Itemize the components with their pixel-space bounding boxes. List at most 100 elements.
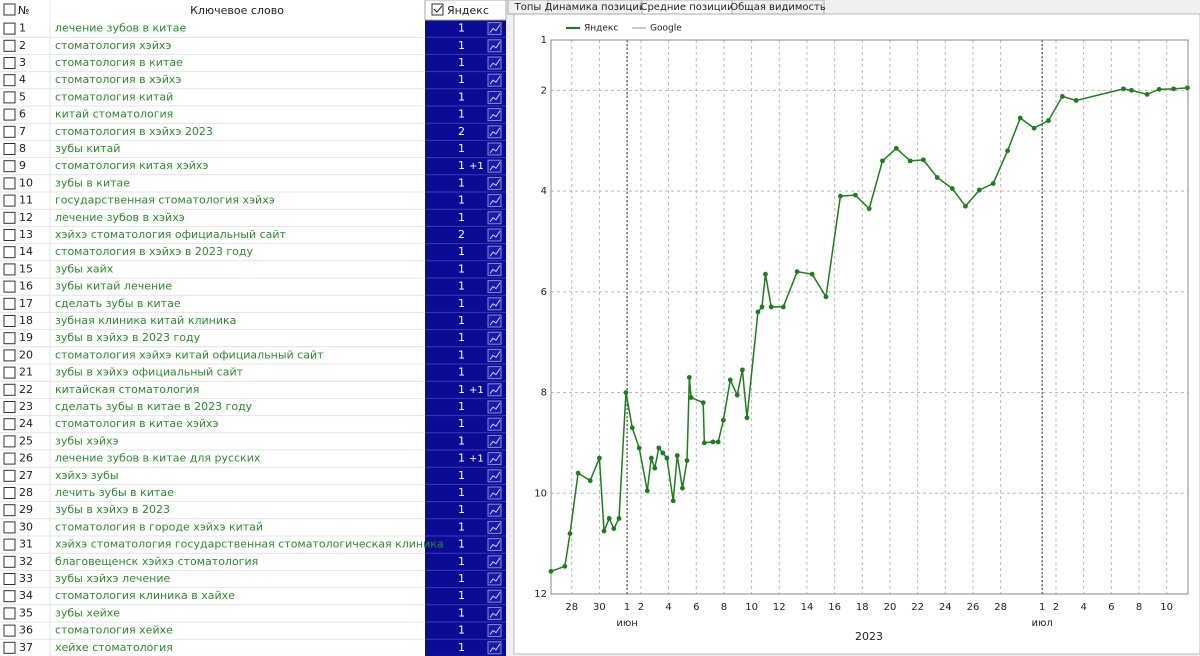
checkbox[interactable]	[3, 211, 16, 224]
checkbox[interactable]	[3, 435, 16, 448]
checkbox[interactable]	[3, 469, 16, 482]
keyword[interactable]: сделать зубы в китае	[55, 297, 181, 310]
chart-icon[interactable]	[487, 228, 502, 242]
chart-icon[interactable]	[487, 314, 502, 328]
chart-icon[interactable]	[487, 572, 502, 586]
chart-icon[interactable]	[487, 280, 502, 294]
checkbox[interactable]	[3, 401, 16, 413]
chart-icon[interactable]	[487, 417, 502, 431]
keyword[interactable]: стоматология хэйхэ китай официальный сай…	[55, 348, 324, 361]
keyword[interactable]: китайская стоматология	[55, 383, 199, 396]
checkbox[interactable]	[3, 590, 16, 603]
checkbox[interactable]	[3, 39, 16, 52]
chart-icon[interactable]	[487, 606, 502, 620]
keyword[interactable]: зубы хэйхэ лечение	[55, 572, 170, 585]
chart-icon[interactable]	[487, 211, 502, 225]
chart-icon[interactable]	[487, 331, 502, 345]
checkbox[interactable]	[3, 624, 16, 637]
chart-icon[interactable]	[487, 125, 502, 139]
chart-icon[interactable]	[487, 159, 502, 173]
checkbox[interactable]	[3, 160, 16, 173]
checkbox[interactable]	[3, 641, 16, 654]
checkbox[interactable]	[3, 366, 16, 379]
chart-icon[interactable]	[487, 452, 502, 466]
checkbox[interactable]	[3, 452, 16, 465]
checkbox[interactable]	[3, 418, 16, 431]
keyword[interactable]: зубы китай лечение	[55, 280, 172, 293]
checkbox[interactable]	[3, 91, 16, 104]
chart-icon[interactable]	[487, 142, 502, 156]
chart-icon[interactable]	[487, 383, 502, 397]
keyword[interactable]: китай стоматология	[55, 108, 173, 121]
keyword[interactable]: стоматология китая хэйхэ	[55, 159, 208, 172]
chart-icon[interactable]	[487, 262, 502, 276]
keyword[interactable]: зубы хайх	[55, 262, 114, 275]
keyword[interactable]: лечение зубов в китае для русских	[55, 452, 261, 465]
keyword[interactable]: хэйхэ стоматология государственная стома…	[55, 538, 444, 551]
checkbox[interactable]	[3, 22, 16, 35]
checkbox[interactable]	[3, 194, 16, 207]
tab-label[interactable]: Средние позиции	[640, 2, 733, 13]
chart-icon[interactable]	[487, 73, 502, 87]
keyword[interactable]: хэйхэ зубы	[55, 469, 119, 482]
keyword[interactable]: стоматология в хэйхэ	[55, 73, 181, 86]
keyword[interactable]: зубная клиника китай клиника	[55, 314, 236, 327]
chart-icon[interactable]	[487, 486, 502, 500]
chart-icon[interactable]	[487, 624, 502, 638]
checkbox[interactable]	[3, 229, 16, 241]
keyword[interactable]: стоматология хейхе	[55, 624, 173, 637]
checkbox[interactable]	[3, 573, 16, 585]
checkbox[interactable]	[3, 3, 16, 16]
checkbox[interactable]	[3, 521, 16, 534]
chart-icon[interactable]	[487, 469, 502, 483]
chart-icon[interactable]	[487, 90, 502, 104]
keyword[interactable]: зубы в хэйхэ в 2023 году	[55, 331, 201, 344]
keyword[interactable]: зубы хейхе	[55, 606, 120, 619]
chart-icon[interactable]	[487, 176, 502, 190]
keyword[interactable]: стоматология в хэйхэ 2023	[55, 125, 213, 138]
checkbox[interactable]	[3, 177, 16, 190]
checkbox[interactable]	[3, 297, 16, 310]
chart-icon[interactable]	[487, 366, 502, 380]
keyword[interactable]: зубы в хэйхэ в 2023	[55, 503, 170, 516]
chart-icon[interactable]	[487, 22, 502, 36]
checkbox[interactable]	[3, 246, 16, 259]
keyword[interactable]: зубы китай	[55, 142, 120, 155]
checkbox[interactable]	[3, 74, 16, 87]
chart-icon[interactable]	[487, 400, 502, 414]
checkbox[interactable]	[3, 349, 16, 362]
keyword[interactable]: сделать зубы в китае в 2023 году	[55, 400, 253, 413]
checkbox[interactable]	[3, 143, 16, 155]
keyword[interactable]: благовещенск хэйхэ стоматология	[55, 555, 258, 568]
chart-icon[interactable]	[487, 194, 502, 208]
keyword[interactable]: стоматология китай	[55, 90, 173, 103]
checkbox[interactable]	[3, 108, 16, 121]
checkbox[interactable]	[3, 125, 16, 138]
keyword[interactable]: стоматология клиника в хайхе	[55, 589, 235, 602]
keyword[interactable]: стоматология в китае хэйхэ	[55, 417, 219, 430]
keyword[interactable]: зубы хэйхэ	[55, 434, 119, 447]
checkbox[interactable]	[3, 332, 16, 345]
keyword[interactable]: лечение зубов в хэйхэ	[55, 211, 185, 224]
keyword[interactable]: лечить зубы в китае	[55, 486, 174, 499]
chart-icon[interactable]	[487, 39, 502, 53]
checkbox[interactable]	[3, 280, 16, 293]
checkbox[interactable]	[3, 315, 16, 327]
keyword[interactable]: зубы в хэйхэ официальный сайт	[55, 366, 244, 379]
keyword[interactable]: стоматология хэйхэ	[55, 39, 171, 52]
header-engine[interactable]: Яндекс	[447, 4, 489, 17]
chart-icon[interactable]	[487, 641, 502, 655]
header-keyword[interactable]: Ключевое слово	[190, 4, 284, 17]
tab[interactable]	[731, 0, 825, 15]
chart-icon[interactable]	[487, 555, 502, 569]
chart-icon[interactable]	[487, 297, 502, 311]
checkbox[interactable]	[3, 607, 16, 620]
chart-icon[interactable]	[487, 520, 502, 534]
chart-icon[interactable]	[487, 56, 502, 70]
keyword[interactable]: хэйхэ стоматология официальный сайт	[55, 228, 287, 241]
checkbox[interactable]	[3, 504, 16, 517]
chart-icon[interactable]	[487, 503, 502, 517]
legend-label[interactable]: Google	[650, 24, 682, 34]
checkbox[interactable]	[3, 538, 16, 551]
chart-icon[interactable]	[487, 108, 502, 122]
